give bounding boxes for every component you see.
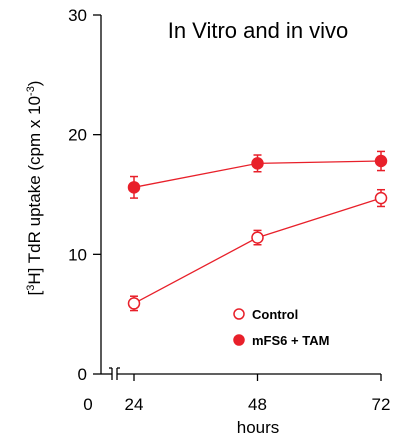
legend-marker bbox=[233, 334, 245, 346]
series-control bbox=[127, 188, 388, 312]
chart-title: In Vitro and in vivo bbox=[168, 18, 349, 43]
axes: 0 10 20 30 0 24 48 72 bbox=[68, 6, 390, 414]
x-tick-label: 48 bbox=[248, 395, 267, 414]
data-point bbox=[127, 297, 141, 310]
y-tick-label: 20 bbox=[68, 126, 87, 145]
data-point bbox=[374, 154, 388, 168]
data-point bbox=[251, 157, 264, 170]
series-mfs6-tam bbox=[127, 150, 388, 199]
y-axis-title-sup: -3 bbox=[25, 86, 37, 96]
y-tick-label: 30 bbox=[68, 6, 87, 25]
legend: Control mFS6 + TAM bbox=[233, 307, 329, 348]
x-axis-title: hours bbox=[237, 418, 280, 437]
y-axis-title-part: [ bbox=[25, 290, 44, 295]
series-layer bbox=[127, 150, 388, 312]
y-axis-title-sup: 3 bbox=[25, 285, 37, 291]
y-tick-label: 10 bbox=[68, 245, 87, 264]
data-point bbox=[127, 181, 141, 194]
y-axis-title-part: H] TdR uptake (cpm x 10 bbox=[25, 96, 44, 285]
x-tick-label: 24 bbox=[125, 395, 144, 414]
legend-label: mFS6 + TAM bbox=[252, 333, 329, 348]
data-point bbox=[374, 191, 388, 205]
y-axis-title-part: ) bbox=[25, 81, 44, 87]
x-tick-label: 0 bbox=[83, 395, 92, 414]
legend-label: Control bbox=[252, 307, 298, 322]
series-line bbox=[133, 197, 382, 304]
y-tick-label: 0 bbox=[78, 365, 87, 384]
x-tick-label: 72 bbox=[372, 395, 391, 414]
data-point bbox=[251, 231, 264, 244]
legend-marker bbox=[233, 308, 245, 320]
y-axis-title: [3H] TdR uptake (cpm x 10-3) bbox=[25, 81, 44, 296]
